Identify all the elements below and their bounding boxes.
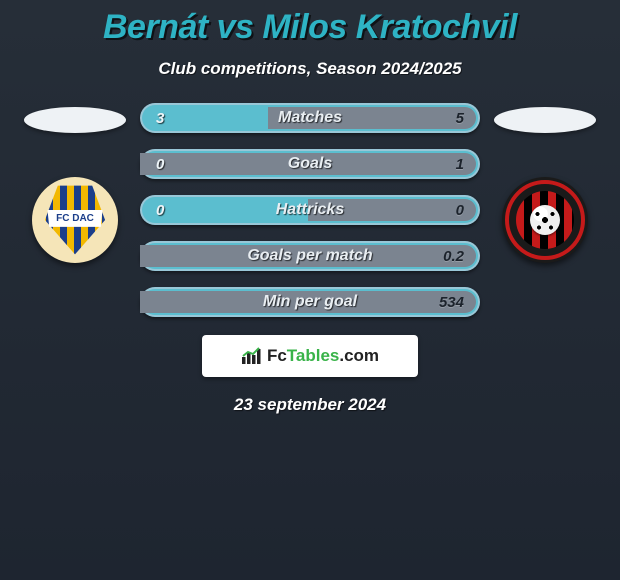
soccer-ball-icon [530, 205, 560, 235]
stat-right-value: 0 [456, 202, 464, 219]
stat-label: Goals per match [142, 247, 478, 265]
bar-chart-icon [241, 347, 263, 365]
fc-dac-crest: FC DAC [32, 177, 118, 263]
subtitle: Club competitions, Season 2024/2025 [0, 59, 620, 79]
snapshot-date: 23 september 2024 [0, 395, 620, 415]
brand-pre: Fc [267, 346, 287, 366]
stat-right-value: 534 [439, 294, 464, 311]
stat-row-goals: 0 Goals 1 [140, 149, 480, 179]
mid-row: FC DAC 3 Matches 5 0 Goals 1 0 Hattricks… [0, 103, 620, 317]
stat-label: Goals [142, 155, 478, 173]
crest-band-text: FC DAC [32, 210, 118, 227]
stat-bars: 3 Matches 5 0 Goals 1 0 Hattricks 0 Goal… [130, 103, 490, 317]
spartak-trnava-crest [502, 177, 588, 263]
brand-post: Tables [287, 346, 340, 366]
right-side [490, 103, 600, 263]
stat-row-hattricks: 0 Hattricks 0 [140, 195, 480, 225]
stat-label: Matches [142, 109, 478, 127]
fctables-link[interactable]: FcTables.com [202, 335, 418, 377]
stat-row-matches: 3 Matches 5 [140, 103, 480, 133]
stat-label: Hattricks [142, 201, 478, 219]
left-side: FC DAC [20, 103, 130, 263]
stat-right-value: 1 [456, 156, 464, 173]
stat-label: Min per goal [142, 293, 478, 311]
stat-row-min-per-goal: Min per goal 534 [140, 287, 480, 317]
left-player-ellipse [24, 107, 126, 133]
stat-right-value: 5 [456, 110, 464, 127]
page-title: Bernát vs Milos Kratochvil [0, 8, 620, 47]
stat-right-value: 0.2 [443, 248, 464, 265]
comparison-card: Bernát vs Milos Kratochvil Club competit… [0, 0, 620, 415]
right-player-ellipse [494, 107, 596, 133]
stat-row-goals-per-match: Goals per match 0.2 [140, 241, 480, 271]
brand-suffix: .com [339, 346, 379, 366]
